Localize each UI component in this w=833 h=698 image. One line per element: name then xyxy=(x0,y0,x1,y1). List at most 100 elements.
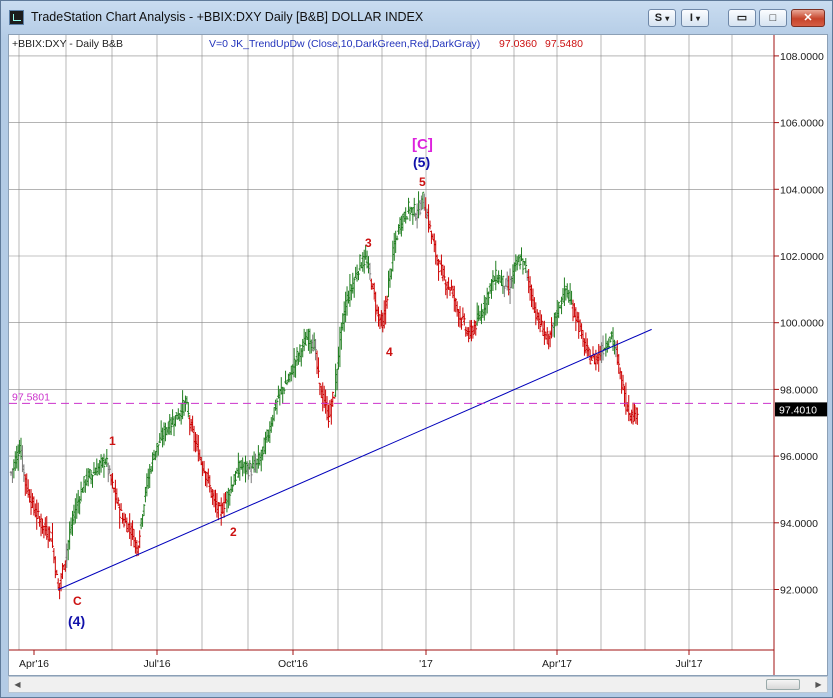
price-bar xyxy=(187,402,190,418)
current-price-label: 97.4010 xyxy=(779,404,817,416)
price-bar xyxy=(142,504,146,516)
price-bar xyxy=(537,312,540,330)
time-tick-label: '17 xyxy=(419,658,433,670)
scroll-left-icon[interactable]: ◀ xyxy=(14,680,21,689)
price-bar xyxy=(222,493,226,518)
price-bar xyxy=(557,301,560,319)
price-bar xyxy=(613,339,616,355)
price-bar xyxy=(169,417,173,436)
price-bar xyxy=(351,272,355,294)
price-bar xyxy=(465,327,469,337)
price-bar xyxy=(202,460,206,474)
price-bar xyxy=(560,296,563,315)
scrollbar-thumb[interactable] xyxy=(766,679,800,690)
price-bar xyxy=(32,496,36,516)
price-bar xyxy=(464,326,468,337)
symbol-link-s-button[interactable]: S ▾ xyxy=(648,9,676,27)
scroll-right-icon[interactable]: ▶ xyxy=(815,680,822,689)
price-bar xyxy=(558,304,562,309)
price-bar xyxy=(458,305,462,328)
minimize-icon: ▭ xyxy=(736,12,748,24)
price-bar xyxy=(457,309,460,327)
price-bar xyxy=(288,372,292,383)
price-bar xyxy=(408,206,412,222)
price-bar xyxy=(229,476,233,494)
price-bar xyxy=(372,282,376,300)
price-bar xyxy=(52,548,56,564)
tradestation-app-icon[interactable] xyxy=(9,10,24,25)
price-bar xyxy=(115,488,119,504)
indicator-value-2: 97.5480 xyxy=(545,38,583,50)
price-bar xyxy=(204,471,207,487)
trendline[interactable] xyxy=(57,328,652,590)
price-chart-svg[interactable]: +BBIX:DXY - Daily B&B V=0 JK_TrendUpDw (… xyxy=(9,35,828,676)
price-bar xyxy=(634,407,638,424)
price-bar xyxy=(155,443,159,458)
price-bar xyxy=(284,370,287,385)
close-icon: ✕ xyxy=(803,12,813,24)
price-bar xyxy=(299,348,303,367)
price-bar xyxy=(122,512,126,528)
price-bar xyxy=(574,307,578,332)
price-tick-label: 100.0000 xyxy=(780,318,824,330)
price-tick-label: 106.0000 xyxy=(780,118,824,130)
interval-link-i-button[interactable]: I ▾ xyxy=(681,9,709,27)
price-bar xyxy=(317,357,320,378)
price-bar xyxy=(568,283,572,305)
price-bar xyxy=(601,335,605,361)
price-bar xyxy=(555,299,559,326)
price-bar xyxy=(195,433,199,452)
wave-label-paren-5: (5) xyxy=(413,154,430,170)
price-bar xyxy=(521,258,525,275)
price-bar xyxy=(330,398,333,425)
price-bar xyxy=(145,473,149,497)
price-bar xyxy=(538,310,542,333)
price-bar xyxy=(248,460,252,470)
price-bar xyxy=(197,434,200,462)
price-bar xyxy=(108,465,111,474)
price-bar xyxy=(247,462,250,480)
price-bar xyxy=(498,275,502,283)
price-bar xyxy=(550,317,553,339)
price-bar xyxy=(485,287,489,314)
price-bar xyxy=(604,333,608,357)
price-bar xyxy=(66,539,70,561)
close-button[interactable]: ✕ xyxy=(791,9,825,27)
price-bar xyxy=(515,256,519,271)
price-bar xyxy=(167,421,170,435)
price-bar xyxy=(54,556,57,579)
price-bar xyxy=(149,465,153,474)
price-bar xyxy=(277,385,280,399)
price-bar xyxy=(444,279,448,296)
price-bar xyxy=(618,367,622,380)
i-dropdown-icon: ▾ xyxy=(696,14,701,23)
chart-area[interactable]: +BBIX:DXY - Daily B&B V=0 JK_TrendUpDw (… xyxy=(8,34,828,676)
price-bar xyxy=(337,346,340,370)
price-bar xyxy=(477,305,480,322)
price-bar xyxy=(394,230,397,254)
price-bar xyxy=(104,458,107,465)
price-bar xyxy=(22,464,26,482)
price-bar xyxy=(251,455,254,469)
price-bar xyxy=(78,496,81,515)
title-bar[interactable]: TradeStation Chart Analysis - +BBIX:DXY … xyxy=(1,1,832,35)
maximize-button[interactable]: □ xyxy=(759,9,787,27)
price-bar xyxy=(39,513,43,537)
price-bar xyxy=(430,230,433,244)
s-dropdown-icon: ▾ xyxy=(665,14,670,23)
price-bar xyxy=(285,379,289,386)
price-bar xyxy=(262,437,266,455)
horizontal-scrollbar[interactable]: ◀ ▶ xyxy=(8,676,828,693)
price-bar xyxy=(49,538,53,542)
minimize-button[interactable]: ▭ xyxy=(728,9,756,27)
price-bar xyxy=(318,382,322,396)
price-bar xyxy=(81,487,84,493)
price-bar xyxy=(51,522,54,548)
price-bar xyxy=(421,191,425,209)
price-bar xyxy=(563,277,566,306)
price-bar xyxy=(481,308,485,319)
price-bar xyxy=(377,306,380,327)
price-tick-label: 98.0000 xyxy=(780,384,818,396)
price-bar xyxy=(255,458,259,474)
price-bar xyxy=(304,331,307,346)
